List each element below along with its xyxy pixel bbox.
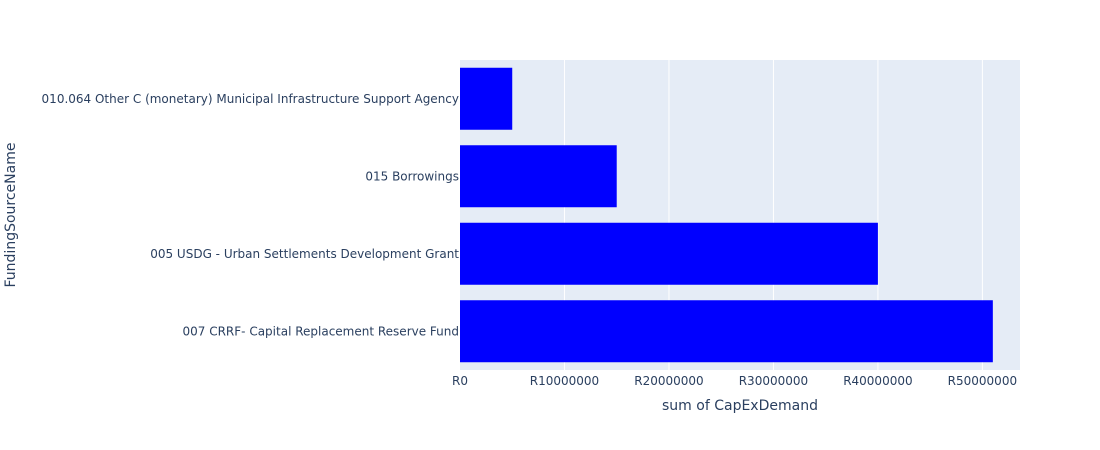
x-tick-label: R10000000: [530, 374, 599, 388]
bar: [460, 67, 513, 130]
bars: [460, 67, 993, 363]
x-tick-label: R40000000: [843, 374, 912, 388]
y-tick-label: 005 USDG - Urban Settlements Development…: [150, 247, 459, 261]
x-tick-label: R50000000: [948, 374, 1017, 388]
x-axis-title: sum of CapExDemand: [662, 398, 818, 414]
y-tick-label: 010.064 Other C (monetary) Municipal Inf…: [42, 92, 459, 106]
bar: [460, 300, 993, 363]
x-tick-labels: R0 R10000000 R20000000 R30000000 R40000000 R5…: [452, 374, 1017, 388]
x-tick-label: R20000000: [634, 374, 703, 388]
y-tick-label: 007 CRRF- Capital Replacement Reserve Fu…: [183, 324, 460, 338]
y-tick-labels: 010.064 Other C (monetary) Municipal Inf…: [42, 92, 460, 339]
y-axis-title: FundingSourceName: [3, 143, 19, 288]
x-tick-label: R30000000: [739, 374, 808, 388]
x-tick-label: R0: [452, 374, 468, 388]
y-tick-label: 015 Borrowings: [365, 169, 459, 183]
bar: [460, 145, 617, 208]
bar: [460, 222, 878, 285]
